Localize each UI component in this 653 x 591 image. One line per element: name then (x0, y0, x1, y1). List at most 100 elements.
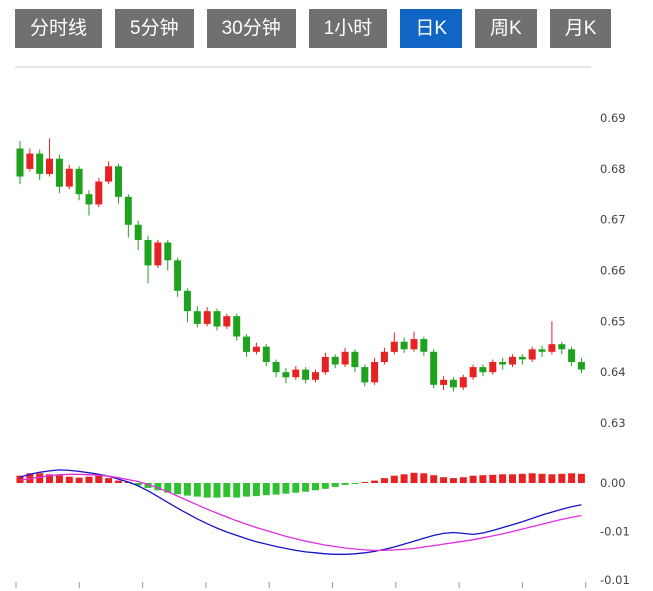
candle-body (55, 158, 63, 187)
macd-bar (65, 476, 73, 483)
candle-body (518, 356, 526, 360)
macd-bar (164, 483, 172, 493)
macd-bar (55, 475, 63, 483)
tab-5min[interactable]: 5分钟 (115, 9, 194, 48)
candle-body (282, 372, 290, 378)
candle-body (134, 224, 142, 240)
macd-bar (193, 483, 201, 497)
candle-body (331, 356, 339, 365)
tab-30min[interactable]: 30分钟 (206, 9, 296, 48)
x-axis-ticks (15, 582, 587, 588)
candle-body (430, 351, 438, 385)
candle-body (95, 181, 103, 205)
macd-dif-line (19, 469, 582, 555)
candle-body (390, 341, 398, 352)
macd-axis-label: -0.01 (600, 573, 630, 587)
macd-bar (469, 475, 477, 483)
price-axis-label: 0.67 (600, 213, 626, 227)
macd-bar (144, 483, 152, 488)
candle-body (272, 362, 280, 373)
macd-bar (479, 475, 487, 483)
tab-1hour[interactable]: 1小时 (308, 9, 388, 48)
macd-axis-label: -0.01 (600, 525, 630, 539)
candle-body (321, 356, 329, 373)
candle-body (410, 339, 418, 350)
macd-bar (282, 483, 290, 494)
price-axis-label: 0.64 (600, 365, 626, 379)
macd-bar (233, 483, 241, 498)
macd-bar (272, 483, 280, 495)
candle-body (203, 311, 211, 324)
candle-body (75, 168, 83, 195)
macd-bar (341, 483, 349, 485)
macd-dea-line (19, 473, 582, 552)
macd-bar (292, 483, 300, 493)
price-axis-label: 0.69 (600, 111, 626, 125)
macd-bar (134, 483, 142, 486)
macd-bar (223, 483, 231, 498)
candle-body (252, 346, 260, 352)
candle-body (469, 367, 477, 378)
candle-body (65, 168, 73, 187)
price-axis-label: 0.66 (600, 264, 626, 278)
candle-body (144, 240, 152, 266)
candle-body (479, 367, 487, 373)
candle-body (489, 362, 497, 373)
tab-monthly-k[interactable]: 月K (549, 9, 612, 48)
candle-body (193, 311, 201, 324)
candlestick-series (16, 138, 585, 392)
candle-body (499, 362, 507, 365)
candle-body (115, 166, 122, 197)
macd-bar (390, 475, 398, 483)
macd-bar (400, 474, 408, 483)
candle-body (341, 351, 349, 365)
price-axis-labels: 0.69 0.68 0.67 0.66 0.65 0.64 0.63 (600, 111, 626, 430)
candle-body (528, 349, 536, 360)
candle-body (548, 344, 556, 352)
candle-body (26, 153, 34, 169)
candle-body (223, 316, 231, 327)
macd-bar (36, 473, 44, 483)
tab-weekly-k[interactable]: 周K (475, 9, 537, 48)
price-axis-label: 0.63 (600, 416, 626, 430)
candle-body (174, 260, 182, 291)
macd-bar (312, 483, 319, 491)
candle-body (380, 351, 388, 362)
macd-bar (568, 473, 576, 483)
price-axis-label: 0.68 (600, 162, 626, 176)
macd-bar (46, 474, 53, 483)
macd-bar (213, 483, 221, 498)
candle-body (292, 369, 300, 378)
macd-bar (252, 483, 260, 497)
tab-daily-k[interactable]: 日K (400, 9, 462, 48)
macd-bar (174, 483, 182, 495)
candle-body (46, 158, 53, 174)
candle-body (16, 148, 24, 177)
tab-fenshixian[interactable]: 分时线 (15, 9, 103, 48)
candle-body (449, 379, 457, 388)
macd-bar (262, 483, 270, 496)
price-axis-label: 0.65 (600, 314, 626, 328)
macd-bar (430, 475, 438, 483)
macd-bar (410, 472, 418, 483)
macd-bar (548, 474, 556, 483)
candle-body (509, 356, 516, 365)
macd-bar (321, 483, 329, 489)
macd-bar (489, 474, 497, 483)
candle-body (312, 372, 319, 380)
candle-body (302, 369, 310, 380)
macd-bar (154, 483, 162, 491)
candle-body (459, 377, 467, 388)
candle-body (361, 367, 369, 383)
macd-bar (509, 474, 516, 483)
macd-axis-label: 0.00 (600, 476, 626, 490)
candle-body (577, 362, 585, 370)
period-tabbar: 分时线 5分钟 30分钟 1小时 日K 周K 月K (15, 9, 612, 48)
macd-bar (371, 480, 379, 483)
candle-body (154, 242, 162, 266)
macd-bar (449, 478, 457, 483)
macd-bar (85, 476, 93, 483)
macd-bar (16, 475, 24, 483)
candle-body (262, 346, 270, 362)
